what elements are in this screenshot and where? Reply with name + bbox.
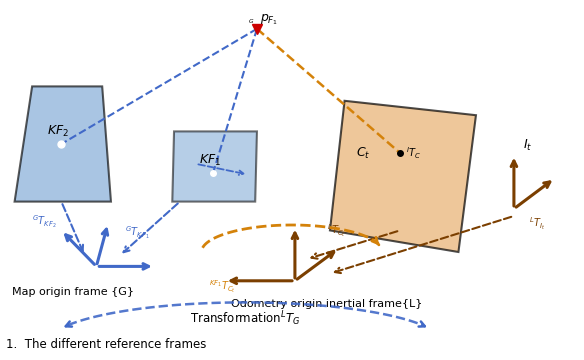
Text: 1.  The different reference frames: 1. The different reference frames xyxy=(6,338,206,351)
Text: $^{KF_1} T_{C_t}$: $^{KF_1} T_{C_t}$ xyxy=(208,278,235,294)
Text: Transformation$^L T_G$: Transformation$^L T_G$ xyxy=(190,309,300,328)
Text: Map origin frame {G}: Map origin frame {G} xyxy=(12,287,134,297)
Text: $^G T_{KF_1}$: $^G T_{KF_1}$ xyxy=(125,224,150,240)
Text: $KF_1$: $KF_1$ xyxy=(199,153,221,168)
Text: $^I T_C$: $^I T_C$ xyxy=(406,145,421,161)
Polygon shape xyxy=(172,131,257,202)
Text: $I_t$: $I_t$ xyxy=(523,138,532,153)
Polygon shape xyxy=(330,101,476,252)
Polygon shape xyxy=(15,86,111,202)
Text: Odometry origin inertial frame{L}: Odometry origin inertial frame{L} xyxy=(231,299,423,309)
Text: $KF_2$: $KF_2$ xyxy=(47,124,69,139)
Text: $^G T_{KF_2}$: $^G T_{KF_2}$ xyxy=(32,213,56,230)
Text: $^L T_{C_t}$: $^L T_{C_t}$ xyxy=(327,222,346,239)
Text: $^L T_{I_t}$: $^L T_{I_t}$ xyxy=(529,215,545,231)
Text: $C_t$: $C_t$ xyxy=(356,145,371,161)
Text: $^G$: $^G$ xyxy=(248,18,254,27)
Text: $p_{F_1}$: $p_{F_1}$ xyxy=(260,13,278,27)
